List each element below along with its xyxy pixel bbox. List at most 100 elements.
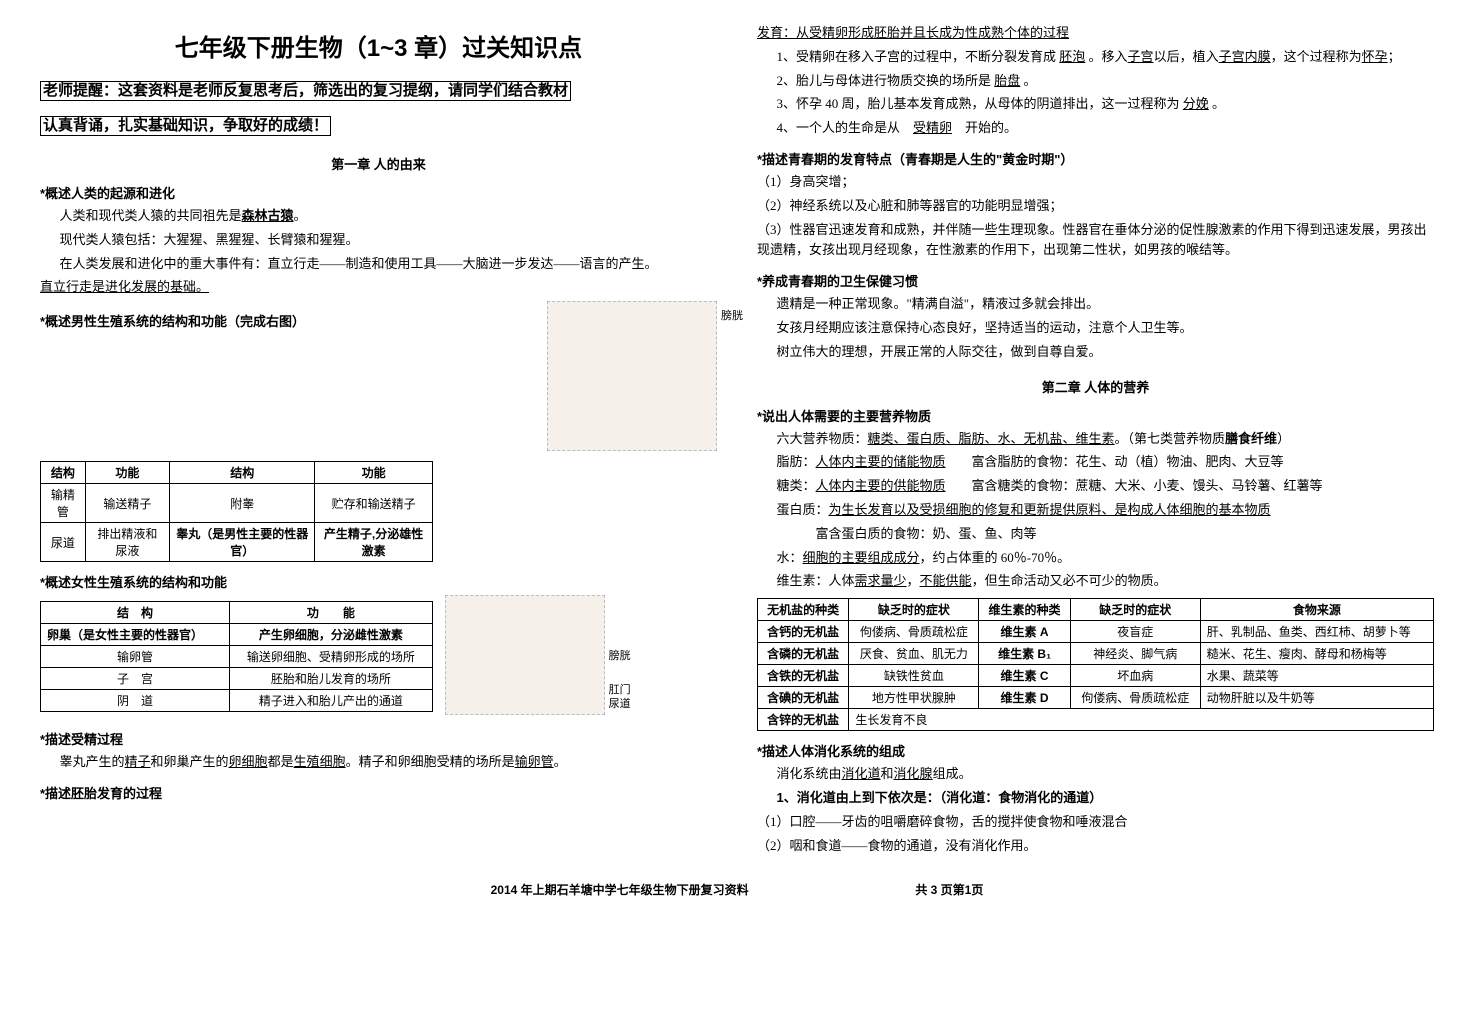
nt-r3-0: 含碘的无机盐: [758, 687, 849, 709]
s87u2: 不能供能: [920, 573, 972, 588]
f-r1-0: 输卵管: [41, 646, 230, 668]
male-system-table: 结构 功能 结构 功能 输精管 输送精子 附睾 贮存和输送精子 尿道 排出精液和…: [40, 461, 433, 562]
s83u: 人体内主要的供能物质: [816, 478, 946, 493]
nt-r1-2: 维生素 B₁: [979, 643, 1070, 665]
f-th-0: 结 构: [41, 602, 230, 624]
section-origin-head: *概述人类的起源和进化: [40, 183, 717, 202]
m-th-0: 结构: [41, 462, 86, 484]
s81u: 糖类、蛋白质、脂肪、水、无机盐、维生素: [868, 431, 1115, 446]
s9-4: （2）咽和食道——食物的通道，没有消化作用。: [757, 836, 1434, 857]
r3u: 分娩: [1183, 96, 1209, 111]
nt-r1-0: 含磷的无机盐: [758, 643, 849, 665]
section-hygiene-head: *养成青春期的卫生保健习惯: [757, 271, 1434, 290]
s7-1: 遗精是一种正常现象。"精满自溢"，精液过多就会排出。: [757, 294, 1434, 315]
nt-r2-1: 缺铁性贫血: [849, 665, 979, 687]
s84u: 为生长发育以及受损细胞的修复和更新提供原料、是构成人体细胞的基本物质: [829, 502, 1271, 517]
nt-h4: 食物来源: [1200, 599, 1433, 621]
document-title: 七年级下册生物（1~3 章）过关知识点: [40, 28, 717, 63]
chapter-2-heading: 第二章 人体的营养: [757, 377, 1434, 396]
nt-r3-4: 动物肝脏以及牛奶等: [1200, 687, 1433, 709]
nutrient-table: 无机盐的种类 缺乏时的症状 维生素的种类 缺乏时的症状 食物来源 含钙的无机盐 …: [757, 598, 1434, 731]
s87b: ，: [907, 573, 920, 588]
f-r2-0: 子 宫: [41, 668, 230, 690]
teacher-note-line1: 老师提醒：这套资料是老师反复思考后，筛选出的复习提纲，请同学们结合教材: [40, 81, 571, 101]
r0: 发育：从受精卵形成胚胎并且长成为性成熟个体的过程: [757, 23, 1434, 44]
footer-right: 共 3 页第1页: [915, 883, 983, 897]
s4e: 。: [554, 754, 567, 769]
r1c: 以后，植入: [1154, 49, 1219, 64]
img-label-bladder: 膀胱: [721, 307, 743, 323]
m-r2-1: 排出精液和尿液: [85, 523, 169, 562]
s83a: 糖类：: [777, 478, 816, 493]
r1u1: 胚泡: [1059, 49, 1085, 64]
nt-r0-1: 佝偻病、骨质疏松症: [849, 621, 979, 643]
f-r1-1: 输送卵细胞、受精卵形成的场所: [230, 646, 433, 668]
s9-1: 消化系统由消化道和消化腺组成。: [757, 764, 1434, 785]
r1u3: 子宫内膜: [1219, 49, 1271, 64]
teacher-note: 老师提醒：这套资料是老师反复思考后，筛选出的复习提纲，请同学们结合教材: [40, 77, 717, 106]
r4a: 4、一个人的生命是从: [777, 120, 914, 135]
m-r1-1: 输送精子: [85, 484, 169, 523]
r1d: ，这个过程称为: [1271, 49, 1362, 64]
s8-7: 维生素：人体需求量少，不能供能，但生命活动又必不可少的物质。: [757, 571, 1434, 592]
section-digest-head: *描述人体消化系统的组成: [757, 741, 1434, 760]
nt-r3-1: 地方性甲状腺肿: [849, 687, 979, 709]
s87u1: 需求量少: [855, 573, 907, 588]
s1-p4: 直立行走是进化发展的基础。: [40, 277, 717, 298]
nt-r4-0: 含锌的无机盐: [758, 709, 849, 731]
s1-p1b: 森林古猿: [242, 208, 294, 223]
section-male-head: *概述男性生殖系统的结构和功能（完成右图）: [40, 311, 535, 330]
nt-r4-1: 生长发育不良: [849, 709, 1434, 731]
m-th-1: 功能: [85, 462, 169, 484]
s4-p1: 睾丸产生的精子和卵巢产生的卵细胞都是生殖细胞。精子和卵细胞受精的场所是输卵管。: [40, 752, 717, 773]
r3b: 。: [1209, 96, 1225, 111]
nt-r2-4: 水果、蔬菜等: [1200, 665, 1433, 687]
r2u: 胎盘: [994, 73, 1020, 88]
r1b: 。移入: [1085, 49, 1127, 64]
f-label-c: 尿道: [609, 695, 631, 711]
s86u: 细胞的主要组成成分: [803, 550, 920, 565]
s82a: 脂肪：: [777, 454, 816, 469]
page-footer: 2014 年上期石羊塘中学七年级生物下册复习资料 共 3 页第1页: [40, 881, 1434, 898]
s1-p1: 人类和现代类人猿的共同祖先是森林古猿。: [40, 206, 717, 227]
f-r3-1: 精子进入和胎儿产出的通道: [230, 690, 433, 712]
nt-r1-3: 神经炎、脚气病: [1070, 643, 1200, 665]
s91u1: 消化道: [842, 766, 881, 781]
nt-r0-2: 维生素 A: [979, 621, 1070, 643]
nt-r2-0: 含铁的无机盐: [758, 665, 849, 687]
r2b: 。: [1020, 73, 1036, 88]
nt-r0-0: 含钙的无机盐: [758, 621, 849, 643]
s4u3: 生殖细胞: [294, 754, 346, 769]
s4u4: 输卵管: [515, 754, 554, 769]
s82b: 富含脂肪的食物：花生、动（植）物油、肥肉、大豆等: [946, 454, 1284, 469]
nt-r1-4: 糙米、花生、瘦肉、酵母和杨梅等: [1200, 643, 1433, 665]
section-puberty-head: *描述青春期的发育特点（青春期是人生的"黄金时期"）: [757, 149, 1434, 168]
s9-3: （1）口腔——牙齿的咀嚼磨碎食物，舌的搅拌使食物和唾液混合: [757, 812, 1434, 833]
s8-6: 水：细胞的主要组成成分，约占体重的 60％-70％。: [757, 548, 1434, 569]
s6-1: （1）身高突增；: [757, 172, 1434, 193]
female-anatomy-image: [445, 595, 605, 715]
s81a: 六大营养物质：: [777, 431, 868, 446]
s1-p1a: 人类和现代类人猿的共同祖先是: [60, 208, 242, 223]
r3: 3、怀孕 40 周，胎儿基本发育成熟，从母体的阴道排出，这一过程称为 分娩 。: [757, 94, 1434, 115]
s81b: 。（第七类营养物质: [1115, 431, 1226, 446]
nt-r2-2: 维生素 C: [979, 665, 1070, 687]
nt-r2-3: 坏血病: [1070, 665, 1200, 687]
s7-3: 树立伟大的理想，开展正常的人际交往，做到自尊自爱。: [757, 342, 1434, 363]
male-anatomy-image: [547, 301, 717, 451]
section-nutrient-head: *说出人体需要的主要营养物质: [757, 406, 1434, 425]
m-r2-0: 尿道: [41, 523, 86, 562]
s91u2: 消化腺: [894, 766, 933, 781]
s9-2: 1、消化道由上到下依次是：（消化道：食物消化的通道）: [757, 788, 1434, 809]
footer-left: 2014 年上期石羊塘中学七年级生物下册复习资料: [491, 883, 749, 897]
f-r2-1: 胚胎和胎儿发育的场所: [230, 668, 433, 690]
s87a: 维生素：人体: [777, 573, 855, 588]
s81bd: 膳食纤维: [1225, 431, 1277, 446]
f-label-a: 膀胱: [609, 647, 631, 663]
s4u1: 精子: [125, 754, 151, 769]
r1: 1、受精卵在移入子宫的过程中，不断分裂发育成 胚泡 。移入子宫以后，植入子宫内膜…: [757, 47, 1434, 68]
r1u4: 怀孕: [1362, 49, 1388, 64]
s8-2: 脂肪：人体内主要的储能物质 富含脂肪的食物：花生、动（植）物油、肥肉、大豆等: [757, 452, 1434, 473]
nt-r3-3: 佝偻病、骨质疏松症: [1070, 687, 1200, 709]
nt-r1-1: 厌食、贫血、肌无力: [849, 643, 979, 665]
